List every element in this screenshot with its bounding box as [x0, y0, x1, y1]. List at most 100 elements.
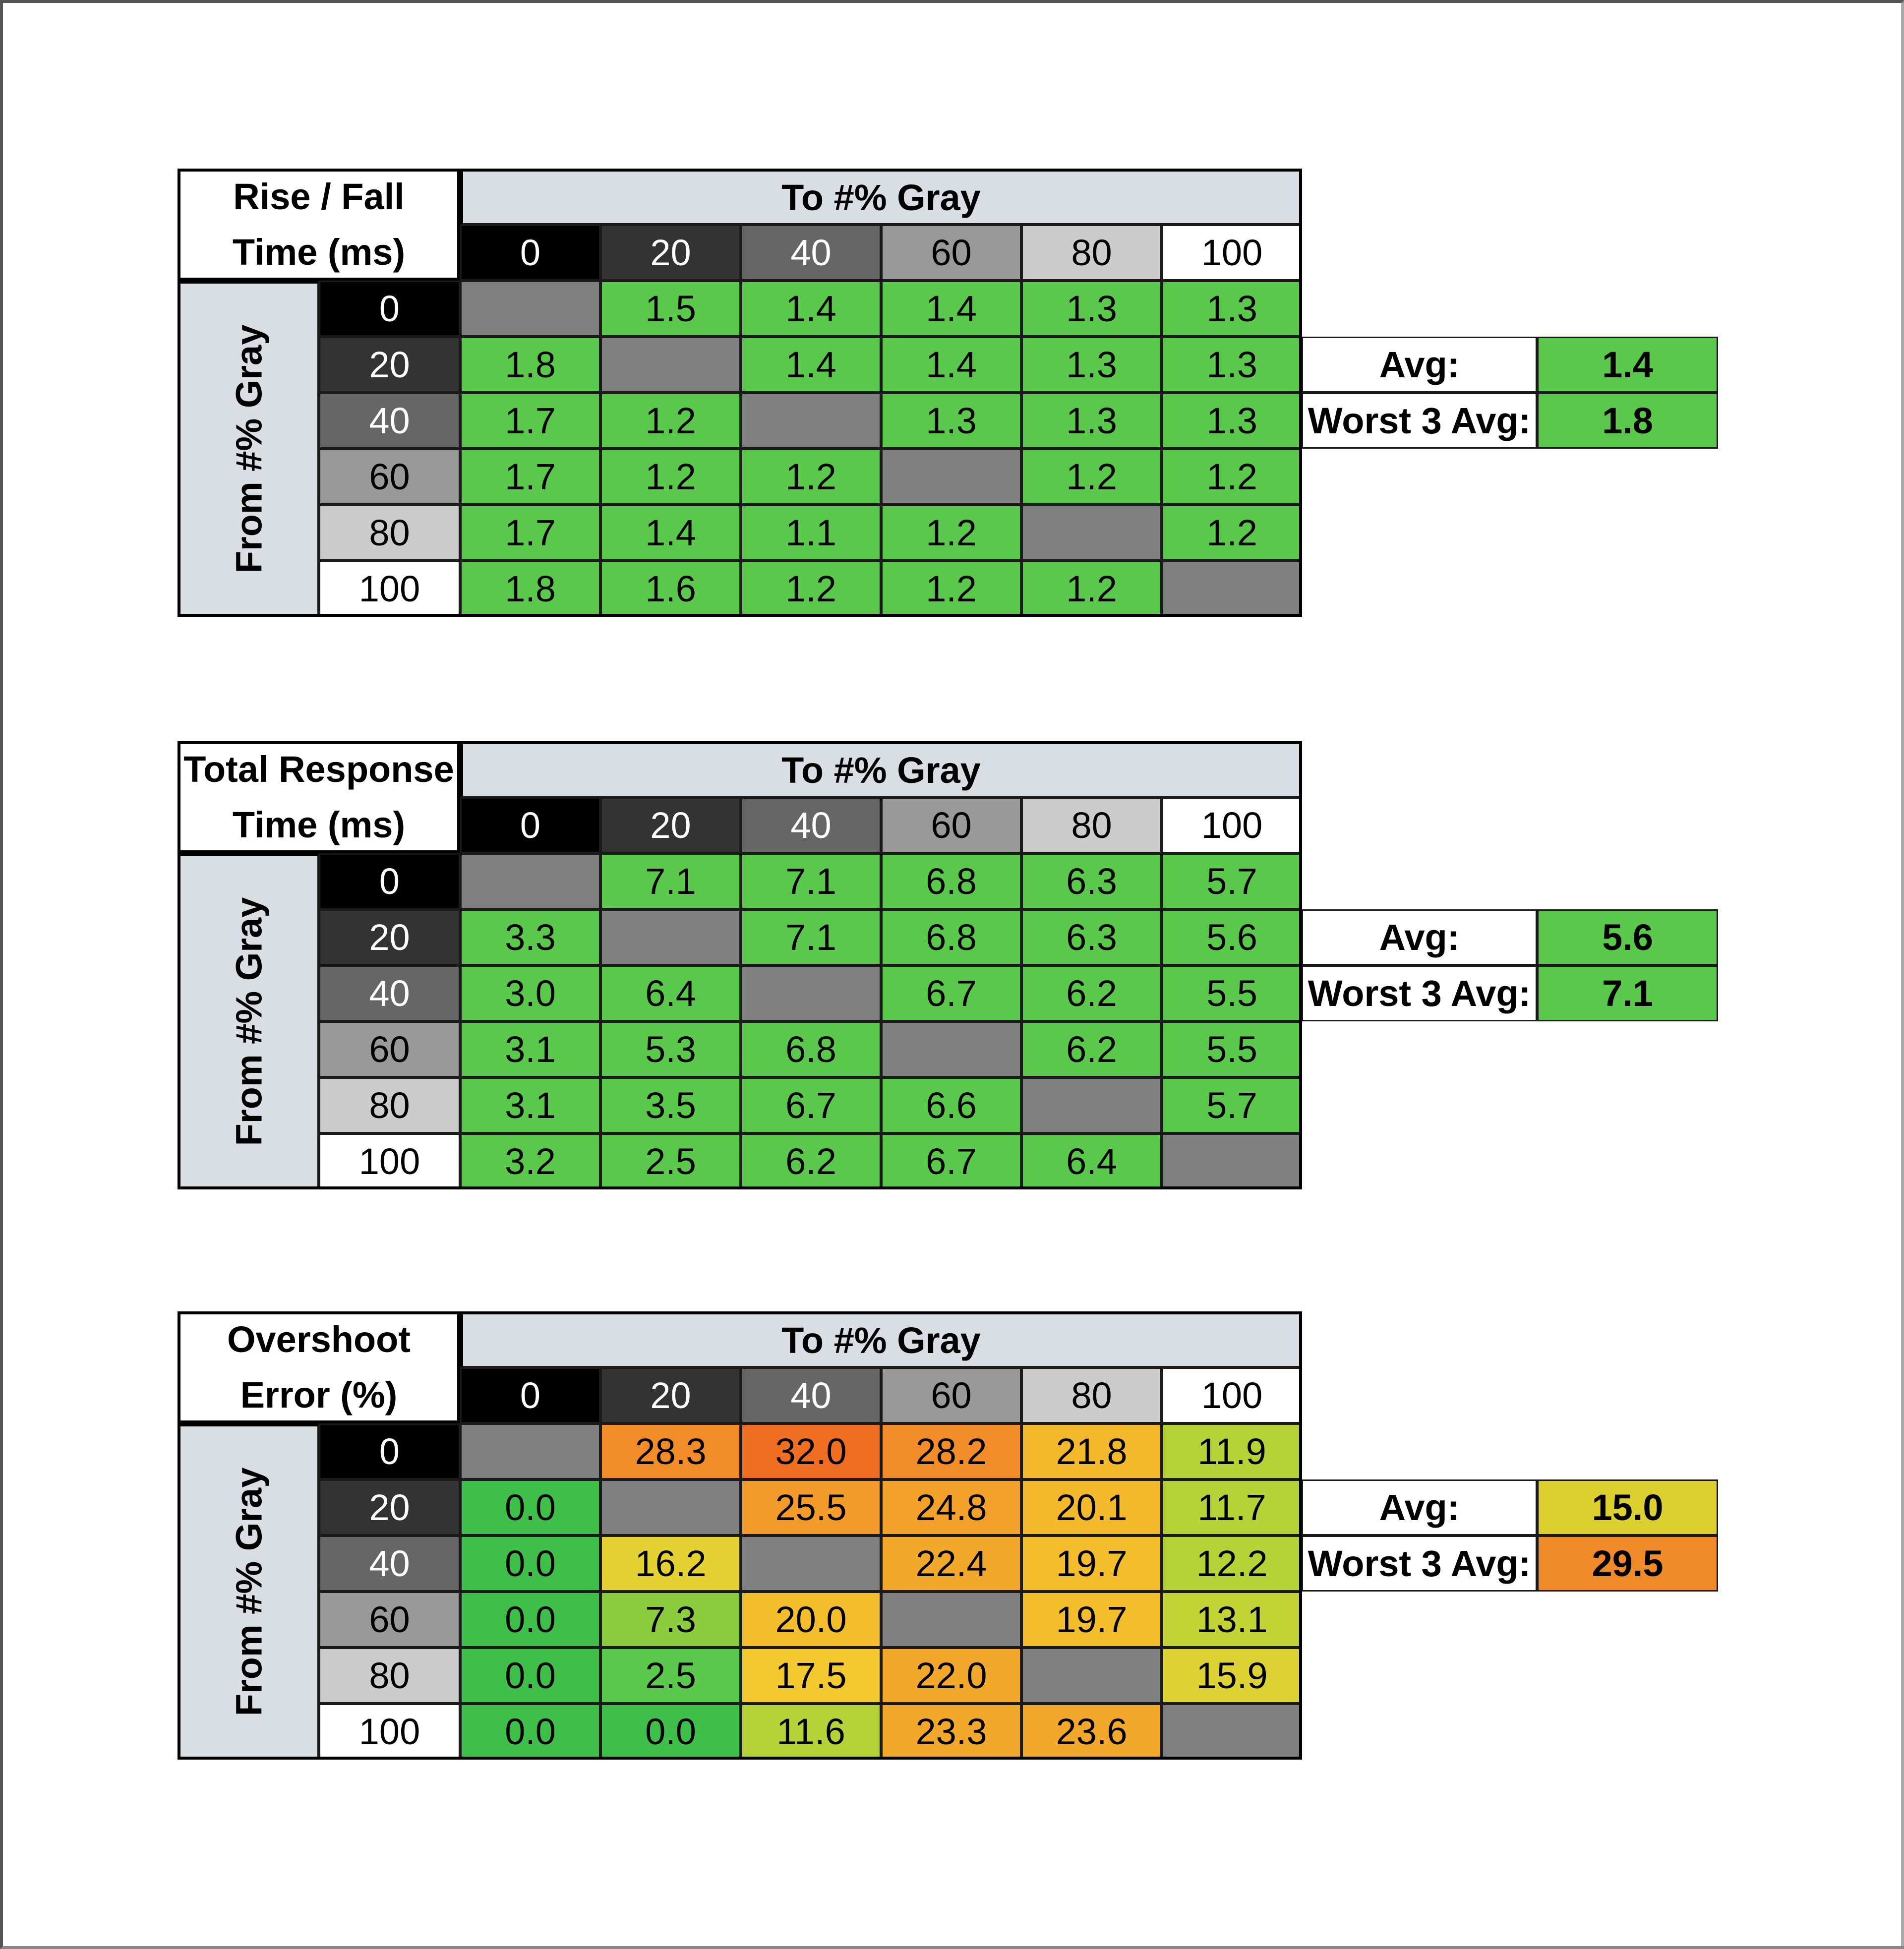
column-label: 0: [460, 797, 600, 853]
data-cell: 0.0: [460, 1479, 600, 1536]
data-cell: 1.4: [741, 337, 881, 393]
summary-label: Avg:: [1302, 909, 1537, 965]
data-cell: 1.2: [881, 561, 1021, 617]
table-title: Total Response Time (ms): [178, 741, 460, 853]
data-cell: 6.7: [881, 1133, 1021, 1189]
data-cell: 28.2: [881, 1423, 1021, 1479]
data-cell: 6.8: [741, 1021, 881, 1077]
data-cell: 1.2: [741, 561, 881, 617]
data-cell: 1.4: [741, 281, 881, 337]
table-title: Rise / Fall Time (ms): [178, 169, 460, 281]
data-cell: 6.2: [741, 1133, 881, 1189]
row-label: 20: [319, 909, 460, 965]
row-label: 20: [319, 337, 460, 393]
data-cell: 1.8: [460, 561, 600, 617]
column-header: To #% Gray: [460, 741, 1302, 797]
table-title-line: Rise / Fall: [233, 176, 405, 217]
data-cell: 21.8: [1021, 1423, 1162, 1479]
data-cell: 0.0: [460, 1704, 600, 1760]
data-cell: 23.6: [1021, 1704, 1162, 1760]
row-label: 60: [319, 1592, 460, 1648]
data-cell: 1.2: [741, 449, 881, 505]
column-label: 100: [1162, 1367, 1302, 1423]
column-label: 40: [741, 1367, 881, 1423]
data-cell: [741, 1536, 881, 1592]
column-label: 80: [1021, 797, 1162, 853]
data-cell: [881, 1592, 1021, 1648]
row-label: 0: [319, 281, 460, 337]
data-cell: [1162, 561, 1302, 617]
row-header-band: From #% Gray: [178, 281, 319, 617]
row-header-band: From #% Gray: [178, 1423, 319, 1760]
data-cell: 12.2: [1162, 1536, 1302, 1592]
data-cell: [460, 281, 600, 337]
summary-value: 1.8: [1537, 393, 1718, 449]
data-cell: 1.5: [600, 281, 741, 337]
table-title: Overshoot Error (%): [178, 1311, 460, 1423]
data-cell: 17.5: [741, 1648, 881, 1704]
data-cell: 1.2: [881, 505, 1021, 561]
data-cell: 1.2: [1021, 449, 1162, 505]
data-cell: [460, 1423, 600, 1479]
data-cell: 6.3: [1021, 909, 1162, 965]
data-cell: 5.5: [1162, 1021, 1302, 1077]
summary-label: Worst 3 Avg:: [1302, 1536, 1537, 1592]
data-cell: 19.7: [1021, 1592, 1162, 1648]
data-cell: 3.1: [460, 1021, 600, 1077]
data-cell: 5.6: [1162, 909, 1302, 965]
data-cell: 22.0: [881, 1648, 1021, 1704]
data-cell: 28.3: [600, 1423, 741, 1479]
data-cell: 6.2: [1021, 965, 1162, 1021]
summary-value: 5.6: [1537, 909, 1718, 965]
data-cell: [600, 1479, 741, 1536]
data-cell: 1.2: [600, 449, 741, 505]
data-cell: 1.2: [600, 393, 741, 449]
table-title-line: Overshoot: [227, 1319, 411, 1360]
data-cell: 7.1: [741, 909, 881, 965]
data-cell: [881, 449, 1021, 505]
data-cell: 1.2: [1162, 449, 1302, 505]
row-label: 20: [319, 1479, 460, 1536]
summary-label: Worst 3 Avg:: [1302, 393, 1537, 449]
data-cell: [741, 965, 881, 1021]
data-cell: 6.8: [881, 909, 1021, 965]
data-cell: 1.7: [460, 449, 600, 505]
table-title-line: Error (%): [240, 1374, 398, 1416]
column-label: 80: [1021, 1367, 1162, 1423]
column-label: 40: [741, 225, 881, 281]
data-cell: 1.6: [600, 561, 741, 617]
table-title-line: Time (ms): [232, 232, 406, 273]
data-cell: 1.3: [1162, 393, 1302, 449]
data-cell: 6.7: [741, 1077, 881, 1133]
column-label: 60: [881, 797, 1021, 853]
data-cell: 2.5: [600, 1133, 741, 1189]
data-cell: 1.2: [1162, 505, 1302, 561]
data-cell: 1.8: [460, 337, 600, 393]
summary-label: Avg:: [1302, 337, 1537, 393]
data-cell: 1.3: [1021, 281, 1162, 337]
data-cell: 0.0: [460, 1536, 600, 1592]
column-label: 0: [460, 1367, 600, 1423]
data-cell: [1021, 505, 1162, 561]
data-cell: 7.3: [600, 1592, 741, 1648]
column-label: 20: [600, 797, 741, 853]
row-label: 60: [319, 1021, 460, 1077]
data-cell: 1.1: [741, 505, 881, 561]
data-cell: 3.0: [460, 965, 600, 1021]
summary-value: 29.5: [1537, 1536, 1718, 1592]
column-label: 0: [460, 225, 600, 281]
column-label: 100: [1162, 225, 1302, 281]
data-cell: 1.3: [1162, 337, 1302, 393]
data-cell: 3.2: [460, 1133, 600, 1189]
data-cell: [460, 853, 600, 909]
data-cell: 6.4: [1021, 1133, 1162, 1189]
row-label: 80: [319, 1077, 460, 1133]
row-label: 0: [319, 1423, 460, 1479]
data-cell: 1.3: [1021, 337, 1162, 393]
data-cell: [1162, 1704, 1302, 1760]
summary-value: 1.4: [1537, 337, 1718, 393]
data-cell: 1.3: [1021, 393, 1162, 449]
data-cell: 7.1: [741, 853, 881, 909]
data-cell: 5.7: [1162, 853, 1302, 909]
